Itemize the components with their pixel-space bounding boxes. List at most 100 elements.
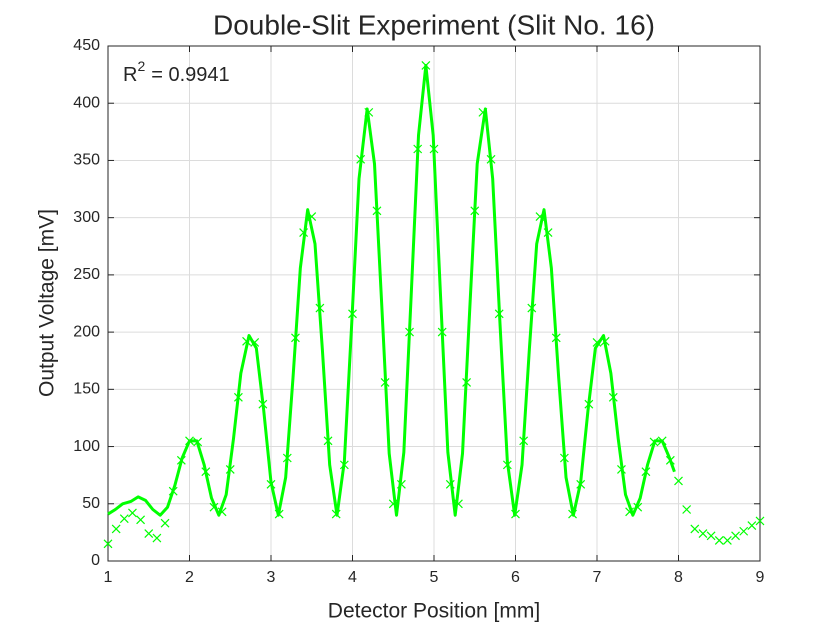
chart-title: Double-Slit Experiment (Slit No. 16) (213, 9, 655, 40)
data-point (437, 327, 447, 337)
annotation: R2 = 0.9941 (123, 58, 230, 87)
data-point (600, 336, 610, 346)
data-point (413, 144, 423, 154)
y-tick-label: 450 (73, 37, 100, 54)
x-tick-label: 3 (267, 569, 276, 586)
data-point (486, 154, 496, 164)
data-point (266, 479, 276, 489)
data-point (356, 154, 366, 164)
annotation-superscript: 2 (137, 58, 145, 74)
y-tick-label: 300 (73, 209, 100, 226)
data-point (282, 453, 292, 463)
data-point (396, 479, 406, 489)
data-point (649, 437, 659, 447)
data-point (380, 378, 390, 387)
x-tick-label: 4 (348, 569, 357, 586)
data-point (119, 514, 129, 524)
data-point (747, 521, 757, 530)
data-point (339, 460, 349, 470)
data-point (633, 502, 643, 512)
data-point (674, 476, 683, 486)
data-point (584, 399, 594, 409)
data-point (193, 437, 203, 447)
data-point (682, 505, 692, 514)
fit-line (107, 63, 676, 517)
data-point (527, 303, 537, 313)
x-tick-label: 8 (674, 569, 683, 586)
x-tick-label: 9 (756, 569, 765, 586)
x-tick-label: 2 (185, 569, 194, 586)
data-point (657, 436, 667, 446)
data-point (543, 228, 553, 237)
data-point (706, 531, 716, 541)
data-point (152, 533, 162, 543)
data-point (698, 529, 708, 538)
data-point (470, 206, 480, 216)
data-point (739, 526, 749, 536)
data-point (576, 479, 586, 489)
y-tick-label: 100 (73, 438, 100, 455)
data-point (168, 486, 178, 496)
data-point (551, 333, 561, 343)
data-point (372, 206, 382, 216)
data-point (388, 499, 398, 509)
data-point (299, 228, 309, 237)
data-point (755, 516, 765, 526)
data-point (494, 309, 504, 319)
data-point (242, 336, 251, 346)
data-point (274, 509, 284, 519)
data-point (364, 107, 374, 117)
y-tick-label: 200 (73, 323, 100, 340)
x-tick-label: 6 (511, 569, 520, 586)
data-point (233, 392, 243, 402)
data-point (462, 378, 472, 387)
data-point (535, 212, 545, 221)
data-point (665, 455, 675, 465)
data-point (258, 399, 268, 409)
data-point (291, 333, 300, 343)
data-point (559, 453, 569, 463)
data-point (690, 524, 700, 534)
data-point (348, 309, 357, 319)
x-tick-label: 1 (104, 569, 113, 586)
data-point (714, 535, 724, 545)
data-point (568, 509, 577, 519)
data-point (405, 327, 414, 337)
data-point (323, 436, 333, 446)
data-point (250, 337, 260, 347)
data-point (331, 509, 341, 519)
data-point (592, 337, 602, 347)
data-point (144, 529, 154, 538)
data-point (731, 531, 740, 541)
y-tick-label: 0 (91, 552, 100, 569)
data-point (209, 502, 219, 512)
data-point (519, 436, 529, 446)
x-tick-label: 7 (593, 569, 602, 586)
data-point (201, 467, 211, 477)
data-point (445, 479, 455, 489)
y-tick-label: 350 (73, 152, 100, 169)
y-axis-label: Output Voltage [mV] (36, 209, 59, 397)
data-point (429, 144, 439, 154)
y-tick-label: 50 (82, 495, 100, 512)
y-tick-label: 150 (73, 381, 100, 398)
y-tick-label: 250 (73, 266, 100, 283)
data-point (421, 61, 431, 70)
x-tick-label: 5 (430, 569, 439, 586)
annotation-base: R (123, 64, 137, 86)
data-point (641, 467, 651, 477)
data-point (478, 107, 488, 117)
data-point (136, 515, 146, 525)
data-point (176, 455, 186, 465)
data-point (307, 212, 317, 221)
data-point (502, 460, 512, 470)
data-point (103, 539, 113, 549)
data-point (111, 524, 121, 534)
data-point (315, 303, 325, 313)
data-point (185, 436, 194, 446)
data-point (128, 508, 137, 518)
data-point (722, 535, 732, 545)
